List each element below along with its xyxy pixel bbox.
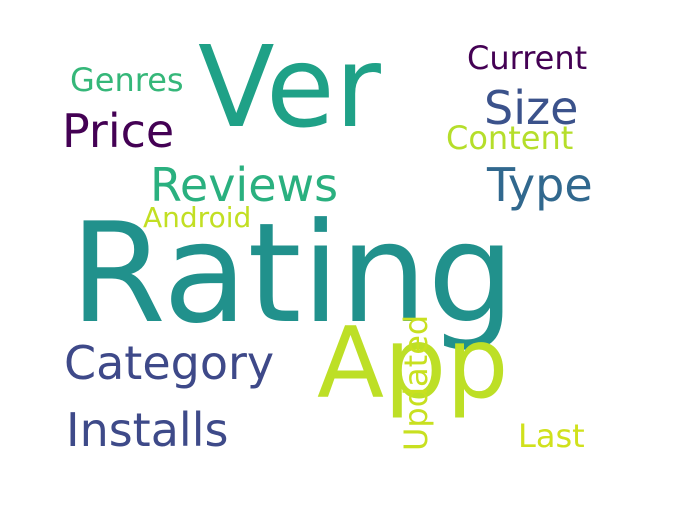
word-size: Size bbox=[484, 81, 579, 135]
word-android: Android bbox=[143, 201, 252, 234]
word-type: Type bbox=[487, 158, 593, 212]
word-rating: Rating bbox=[70, 193, 515, 354]
word-category: Category bbox=[64, 336, 275, 390]
word-price: Price bbox=[62, 104, 175, 158]
word-updated: Updated bbox=[397, 314, 435, 451]
word-reviews: Reviews bbox=[150, 158, 339, 212]
word-ver: Ver bbox=[198, 23, 381, 153]
word-content: Content bbox=[446, 119, 574, 157]
word-app: App bbox=[317, 307, 509, 421]
word-installs: Installs bbox=[66, 403, 229, 457]
word-genres: Genres bbox=[70, 61, 184, 99]
word-last: Last bbox=[518, 417, 585, 455]
word-current: Current bbox=[467, 39, 588, 77]
